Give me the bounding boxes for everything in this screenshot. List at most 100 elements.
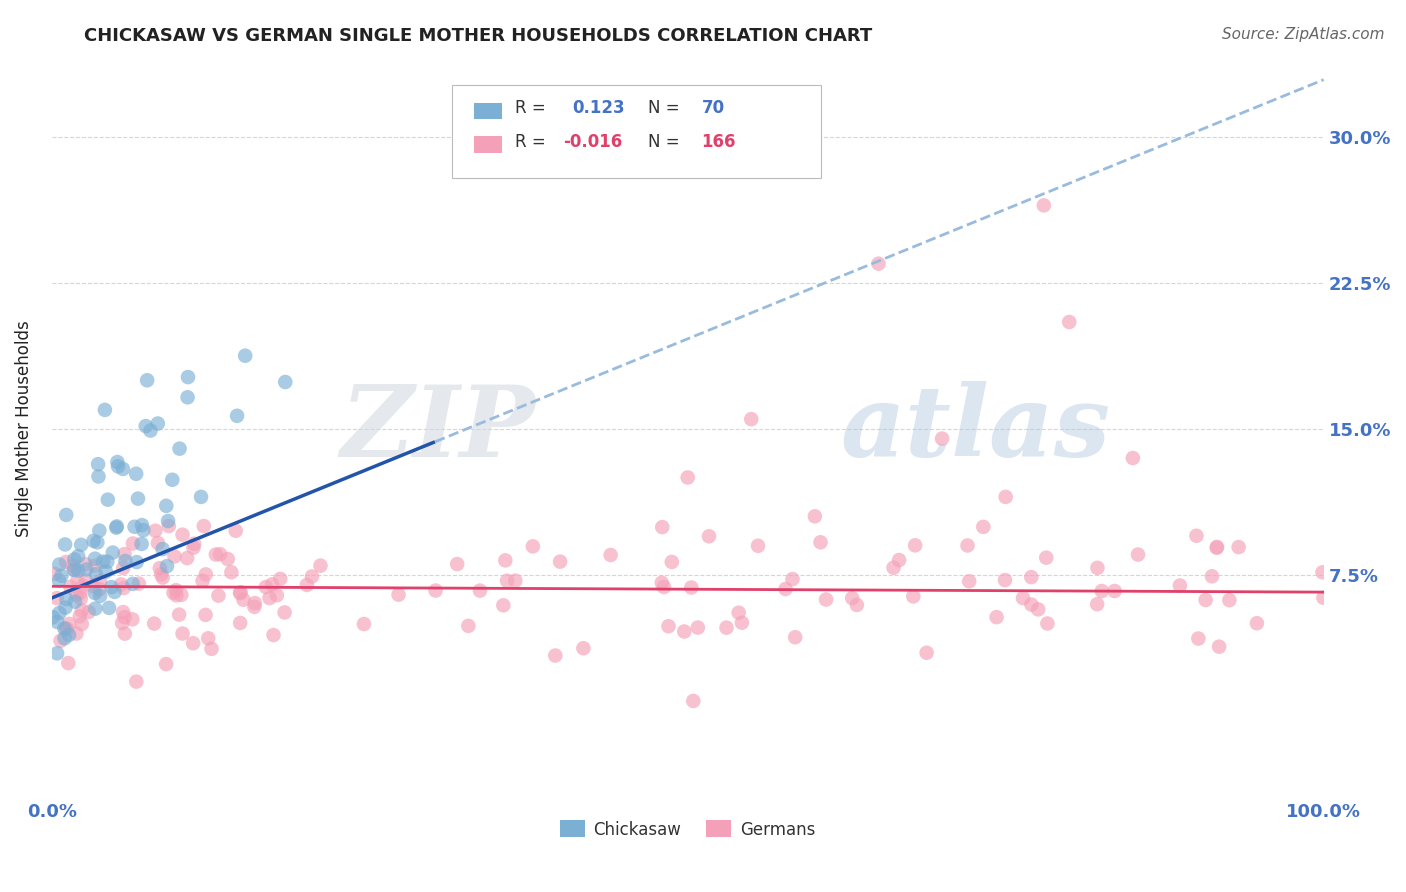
- Point: [58, 616, 80, 631]
- Point: [94, 565, 117, 579]
- Point: [103, 585, 125, 599]
- Point: [55, 592, 77, 607]
- Point: [1122, 450, 1144, 465]
- Point: [716, 621, 738, 635]
- Point: [69, 586, 91, 600]
- Point: [468, 583, 491, 598]
- Point: [152, 542, 174, 557]
- Point: [55, 623, 77, 637]
- Point: [49, 633, 72, 648]
- Point: [904, 538, 927, 552]
- Point: [55, 600, 77, 615]
- Point: [229, 585, 252, 599]
- Point: [775, 582, 797, 596]
- Point: [146, 417, 169, 431]
- Point: [177, 370, 200, 384]
- Point: [731, 615, 754, 630]
- Point: [69, 591, 91, 606]
- Point: [1206, 540, 1229, 554]
- Point: [1032, 198, 1054, 212]
- Point: [152, 571, 174, 585]
- Point: [1312, 591, 1334, 605]
- Point: [1126, 548, 1149, 562]
- Point: [48, 558, 70, 572]
- Point: [221, 566, 243, 580]
- Point: [53, 632, 76, 646]
- Point: [915, 646, 938, 660]
- Point: [1218, 593, 1240, 607]
- FancyBboxPatch shape: [453, 86, 821, 178]
- Point: [883, 560, 905, 574]
- Point: [176, 390, 198, 404]
- Point: [63, 563, 86, 577]
- Point: [676, 470, 699, 484]
- Text: -0.016: -0.016: [562, 133, 623, 151]
- Point: [181, 636, 204, 650]
- Point: [53, 622, 76, 636]
- Point: [994, 490, 1017, 504]
- Point: [1187, 632, 1209, 646]
- Point: [243, 596, 266, 610]
- Point: [65, 588, 87, 602]
- Text: N =: N =: [648, 99, 685, 118]
- Point: [225, 524, 247, 538]
- Text: R =: R =: [515, 99, 551, 118]
- Point: [112, 581, 135, 595]
- Point: [1019, 570, 1042, 584]
- Point: [58, 628, 80, 642]
- Point: [810, 535, 832, 549]
- Point: [84, 601, 107, 615]
- Point: [309, 558, 332, 573]
- Point: [105, 519, 128, 533]
- Point: [67, 549, 90, 563]
- Point: [1195, 593, 1218, 607]
- Point: [67, 564, 90, 578]
- Point: [83, 533, 105, 548]
- Point: [100, 580, 122, 594]
- Point: [98, 600, 121, 615]
- Point: [55, 508, 77, 522]
- Text: CHICKASAW VS GERMAN SINGLE MOTHER HOUSEHOLDS CORRELATION CHART: CHICKASAW VS GERMAN SINGLE MOTHER HOUSEH…: [84, 27, 873, 45]
- Point: [131, 537, 153, 551]
- Point: [124, 520, 146, 534]
- Point: [273, 606, 295, 620]
- Point: [89, 524, 111, 538]
- Point: [48, 574, 70, 588]
- Point: [903, 590, 925, 604]
- Text: Source: ZipAtlas.com: Source: ZipAtlas.com: [1222, 27, 1385, 42]
- Point: [101, 545, 124, 559]
- Point: [446, 557, 468, 571]
- Point: [125, 674, 148, 689]
- Point: [657, 619, 679, 633]
- Point: [785, 630, 807, 644]
- Point: [353, 617, 375, 632]
- Point: [661, 555, 683, 569]
- Point: [209, 547, 232, 561]
- Point: [200, 641, 222, 656]
- Point: [114, 554, 136, 568]
- Point: [263, 628, 285, 642]
- Point: [114, 626, 136, 640]
- Point: [1012, 591, 1035, 606]
- Point: [131, 518, 153, 533]
- Point: [166, 588, 188, 602]
- Point: [87, 469, 110, 483]
- FancyBboxPatch shape: [474, 103, 502, 120]
- Point: [1208, 640, 1230, 654]
- Point: [572, 641, 595, 656]
- Point: [172, 626, 194, 640]
- Point: [994, 573, 1017, 587]
- Text: R =: R =: [515, 133, 551, 151]
- Point: [193, 519, 215, 533]
- Point: [89, 574, 111, 588]
- Point: [804, 509, 827, 524]
- Point: [496, 574, 519, 588]
- Point: [425, 583, 447, 598]
- Point: [1091, 584, 1114, 599]
- Point: [63, 552, 86, 566]
- Point: [84, 567, 107, 582]
- Point: [957, 574, 980, 589]
- Point: [1021, 598, 1043, 612]
- Point: [682, 694, 704, 708]
- Point: [44, 566, 66, 581]
